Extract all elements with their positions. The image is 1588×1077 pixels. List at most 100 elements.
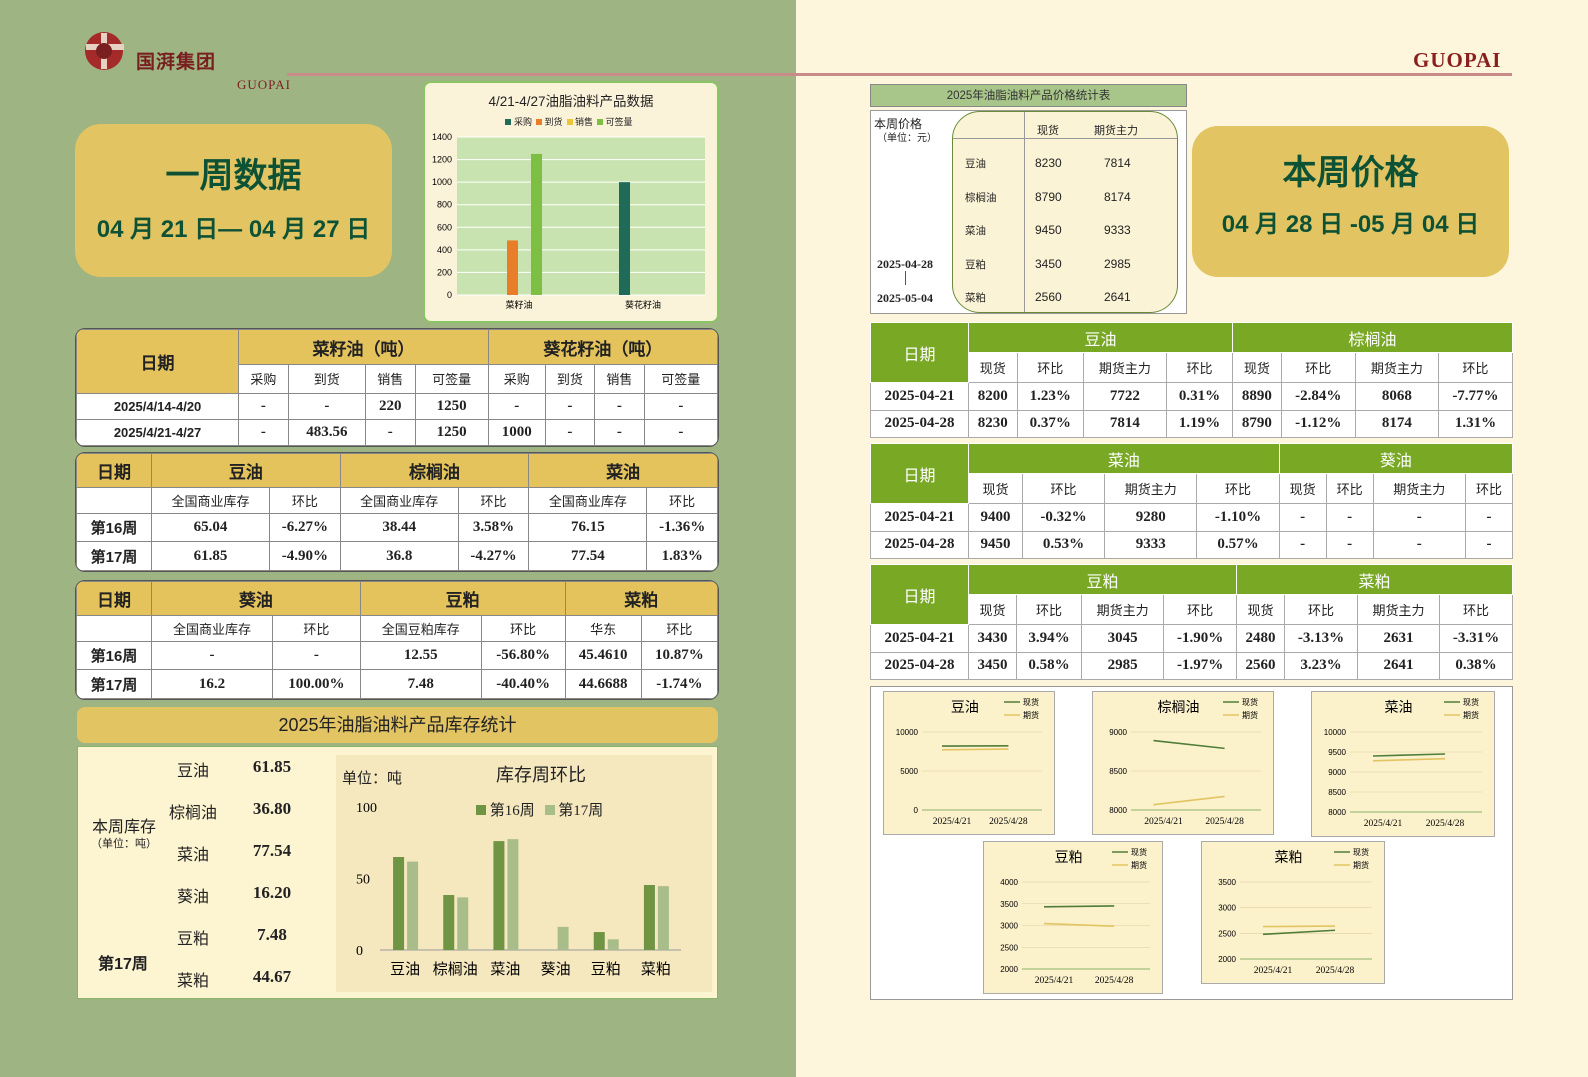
stock-item-value: 61.85 xyxy=(252,757,292,776)
bar-第17周-菜油 xyxy=(507,839,519,950)
cell-value: 65.04 xyxy=(150,512,271,543)
cell-value: - xyxy=(238,418,289,446)
y-tick-label: 8000 xyxy=(1109,806,1127,815)
x-tick-label: 葵花籽油 xyxy=(625,299,661,310)
sub-header: 现货 xyxy=(968,472,1023,505)
oil-inventory-table: 日期 豆油 棕榈油 菜油 全国商业库存 环比 全国商业库存 环比 全国商业库存 环比 第16周 65.… xyxy=(75,452,719,572)
table-row: 2025-04-28 9450 0.53% 9333 0.57% - - - - xyxy=(870,530,1514,560)
price-trend-charts: 豆油 现货 期货 10000 5000 0 2025/4/21 2025/4/28 棕榈油 现货期… xyxy=(870,686,1513,1000)
cell-value: - xyxy=(594,418,645,446)
table-row: 2025-04-28 3450 0.58% 2985 -1.97% 2560 3.23% 26… xyxy=(870,651,1514,681)
y-tick-label: 400 xyxy=(437,245,452,255)
price-row-name: 棕榈油 xyxy=(965,191,997,204)
group-header-菜粕: 菜粕 xyxy=(1236,564,1513,595)
legend-可签量: 可签量 xyxy=(597,117,633,127)
cell-value: 1.83% xyxy=(646,541,718,571)
bar-第17周-葵油 xyxy=(557,926,569,950)
x-tick-label: 菜籽油 xyxy=(505,299,532,310)
sub-header: 现货 xyxy=(968,351,1018,384)
cell-value: -6.27% xyxy=(269,512,341,543)
sub-header: 可签量 xyxy=(643,364,718,394)
sub-header: 全国豆粕库存 xyxy=(359,614,482,642)
sub-header: 环比 xyxy=(1015,593,1083,626)
series-line-期货 xyxy=(1262,925,1336,928)
table-row: 第16周 - -12.55 -56.80% 45.4610 10.87% xyxy=(76,640,718,671)
price-row-spot: 2560 xyxy=(1035,290,1062,304)
rapeseed-group-header: 菜籽油（吨） xyxy=(238,329,489,365)
group-header-豆粕: 豆粕 xyxy=(359,581,566,616)
y-tick-label: 9000 xyxy=(1109,728,1127,737)
sub-header: 环比 xyxy=(646,486,718,514)
weekly-data-dates: 04 月 21 日— 04 月 27 日 xyxy=(96,216,371,243)
cell-value: 2985 xyxy=(1081,651,1165,681)
cell-value: 1.23% xyxy=(1016,382,1084,411)
legend-week16: 第16周 xyxy=(489,803,535,819)
row-date: 2025-04-21 xyxy=(870,382,969,411)
price-row-divider xyxy=(953,138,1177,139)
legend-label: 现货 xyxy=(1131,847,1147,857)
table1-header-row: 日期 菜籽油（吨） 葵花籽油（吨） xyxy=(76,329,718,394)
x-tick-label: 豆油 xyxy=(390,961,420,978)
price-row-name: 豆油 xyxy=(965,158,986,170)
weekly-chart-svg: 1400 1200 1000 800 600 400 200 0 菜籽油 葵花籽油 xyxy=(432,132,705,310)
sub-header: 现货 xyxy=(1232,351,1282,384)
y-tick-label: 1200 xyxy=(432,155,452,165)
sub-header: 期货主力 xyxy=(1372,472,1466,505)
legend-label: 期货 xyxy=(1463,710,1479,720)
y-tick-label: 3500 xyxy=(1218,878,1236,887)
sub-header: 采购 xyxy=(238,364,289,394)
this-week-price-pill: 本周价格 04 月 28 日 -05 月 04 日 xyxy=(1192,126,1509,277)
cell-value: - xyxy=(643,418,718,446)
sub-header: 到货 xyxy=(544,364,596,394)
stock-item-name: 豆油 xyxy=(176,763,209,780)
cell-value: -3.13% xyxy=(1283,624,1359,653)
y-tick-label: 2000 xyxy=(1000,965,1018,974)
header-rule xyxy=(287,73,1512,76)
y-tick-label: 2000 xyxy=(1218,955,1236,964)
x-tick-label: 2025/4/21 xyxy=(933,817,972,827)
y-tick-label: 1400 xyxy=(432,132,452,142)
stock-item-name: 棕榈油 xyxy=(168,805,217,822)
price-table-rape-sunflower: 日期 菜油 葵油 现货 环比 期货主力 环比 现货 环比 期货主力 环比 2025-04-21 9400… xyxy=(870,442,1514,560)
cell-value: 16.2 xyxy=(150,669,274,699)
bar-第16周-菜油 xyxy=(493,841,505,950)
bar-第17周-豆粕 xyxy=(607,939,619,950)
cell-value: - xyxy=(1464,530,1514,560)
group-header-葵油: 葵油 xyxy=(151,581,361,616)
cell-value: 0.53% xyxy=(1021,530,1106,560)
price-table-soy-palm: 日期 豆油 棕榈油 现货 环比 期货主力 环比 现货 环比 期货主力 环比 2025-04-21 820… xyxy=(870,321,1514,439)
cell-value: 1.31% xyxy=(1437,409,1514,439)
sub-header: 环比 xyxy=(1464,472,1514,505)
y-tick-label: 2500 xyxy=(1218,929,1236,938)
price-col-futures: 期货主力 xyxy=(1094,125,1138,137)
stock-item-name: 葵油 xyxy=(176,889,209,906)
header-row: 日期 菜油 葵油 xyxy=(870,442,1514,505)
sub-header: 环比 xyxy=(272,614,361,642)
group-header-葵油: 葵油 xyxy=(1278,443,1514,474)
row-week: 第16周 xyxy=(76,640,152,671)
group-header-豆油: 豆油 xyxy=(967,322,1234,353)
y-tick-label: 3000 xyxy=(1218,904,1236,913)
legend-label: 采购 xyxy=(513,117,532,127)
cell-value: 45.4610 xyxy=(564,640,642,671)
sub-header: 全国商业库存 xyxy=(150,614,274,642)
stock-item-name: 菜粕 xyxy=(176,973,209,990)
price-box-unit: （单位：元） xyxy=(877,133,937,144)
cell-value: 9333 xyxy=(1104,530,1198,560)
legend-采购: 采购 xyxy=(505,117,532,127)
series-line-期货 xyxy=(1043,922,1115,927)
price-row-futures: 8174 xyxy=(1104,189,1131,204)
price-stats-box: 本周价格 （单位：元） 2025-04-28 2025-05-04 现货 期货主… xyxy=(870,110,1187,314)
cell-value: 7.48 xyxy=(359,669,482,699)
table-row: 2025/4/21-4/27-483.56-1250 1000- - - xyxy=(76,418,718,446)
sub-header: 全国商业库存 xyxy=(150,486,271,514)
stock-unit-label: （单位：吨） xyxy=(91,838,157,850)
cell-value: - xyxy=(1372,503,1466,532)
cell-value: 7722 xyxy=(1082,382,1167,411)
row-date: 2025-04-28 xyxy=(870,409,969,439)
sub-header: 现货 xyxy=(968,593,1017,626)
legend-label: 期货 xyxy=(1353,860,1369,870)
cell-value: 483.56 xyxy=(287,418,367,446)
cell-value: 220 xyxy=(365,392,416,420)
